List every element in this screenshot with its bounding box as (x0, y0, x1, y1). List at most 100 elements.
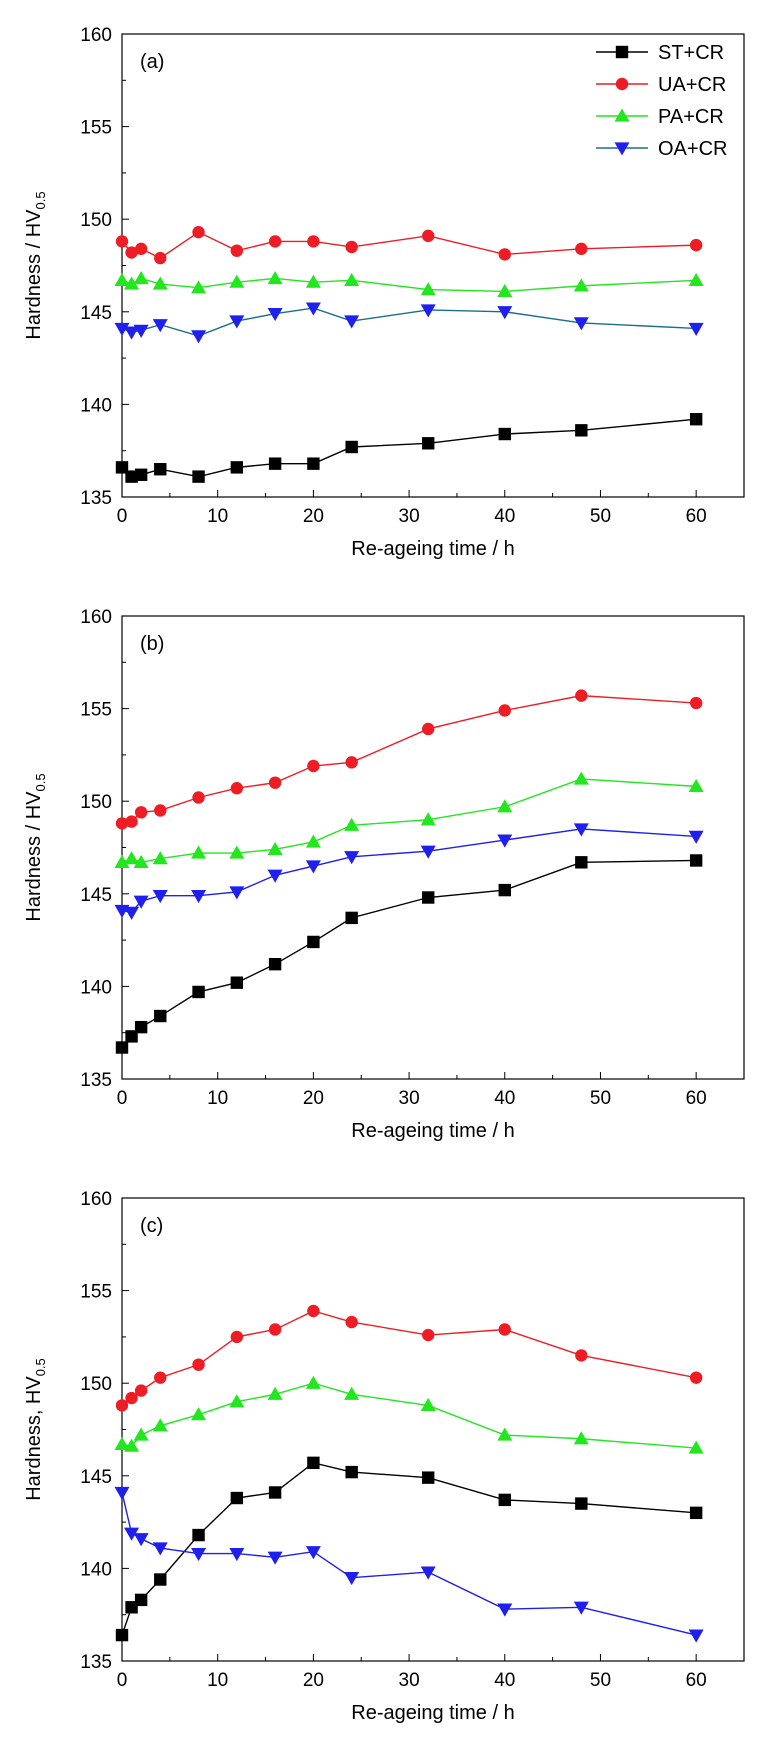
data-point (154, 1009, 167, 1023)
data-point (134, 1020, 148, 1034)
data-point (154, 463, 167, 476)
data-point (573, 278, 589, 292)
data-point (133, 270, 149, 285)
data-point (192, 985, 205, 999)
series-line (121, 231, 697, 259)
y-tick-label: 160 (80, 1189, 112, 1210)
data-point (497, 1427, 513, 1441)
series-ua-cr (115, 225, 703, 265)
data-point (307, 1456, 320, 1470)
legend-marker (614, 142, 630, 156)
data-point (345, 440, 358, 454)
series-line (121, 277, 697, 293)
y-tick-label: 155 (80, 700, 112, 721)
data-point (497, 1603, 513, 1617)
data-point (133, 1533, 149, 1547)
y-tick-label: 140 (80, 1559, 112, 1580)
data-point (152, 890, 168, 904)
series-st-cr (115, 1456, 703, 1642)
data-point (689, 238, 703, 252)
data-point (420, 304, 436, 318)
series-line (121, 1492, 697, 1636)
data-point (191, 1407, 207, 1421)
series-ua-cr (115, 1304, 703, 1412)
data-point (497, 283, 513, 298)
data-point (133, 324, 149, 338)
data-point (575, 424, 588, 437)
data-point (124, 851, 140, 865)
y-tick-label: 135 (80, 1652, 112, 1673)
data-point (345, 1315, 358, 1329)
x-tick-label: 10 (207, 1088, 228, 1109)
data-point (573, 823, 589, 837)
data-point (307, 235, 320, 248)
data-point (688, 778, 704, 793)
series-st-cr (115, 854, 703, 1054)
data-point (345, 1465, 358, 1479)
y-tick-label: 155 (80, 118, 112, 139)
data-point (152, 1418, 168, 1432)
x-axis-label: Re-ageing time / h (351, 1702, 514, 1724)
series-line (121, 307, 697, 337)
data-point (688, 1629, 704, 1643)
data-point (573, 1431, 589, 1445)
data-point (267, 1551, 283, 1565)
data-point (115, 461, 129, 474)
data-point (422, 891, 435, 904)
data-point (114, 1436, 130, 1450)
data-point (125, 246, 138, 259)
series-line (121, 859, 697, 1048)
data-point (575, 856, 588, 869)
data-point (125, 1601, 138, 1614)
y-tick-label: 150 (80, 1374, 112, 1395)
y-tick-label: 135 (80, 1070, 112, 1091)
data-point (422, 437, 435, 450)
legend-entry: PA+CR (658, 106, 724, 128)
data-point (154, 804, 167, 817)
x-tick-label: 30 (399, 1088, 420, 1109)
x-tick-label: 40 (494, 1088, 515, 1109)
data-point (229, 274, 245, 288)
panel-label: (b) (140, 633, 164, 655)
data-point (134, 1593, 148, 1607)
data-point (230, 461, 244, 474)
data-point (133, 854, 149, 868)
data-point (125, 470, 138, 483)
data-point (573, 771, 589, 785)
y-tick-label: 160 (80, 25, 112, 46)
x-tick-label: 0 (117, 1088, 128, 1109)
data-point (154, 1573, 167, 1586)
data-point (191, 330, 207, 344)
data-point (192, 1358, 205, 1371)
legend-entry: ST+CR (658, 42, 724, 64)
y-axis-label: Hardness, HV0.5 (23, 1358, 48, 1501)
y-tick-label: 135 (80, 488, 112, 509)
series-line (121, 828, 697, 914)
y-tick-label: 155 (80, 1282, 112, 1303)
x-axis-label: Re-ageing time / h (351, 538, 514, 560)
data-point (420, 282, 436, 296)
data-point (152, 319, 168, 333)
y-tick-label: 150 (80, 210, 112, 231)
data-point (422, 1471, 435, 1484)
data-point (498, 1323, 511, 1336)
data-point (229, 845, 245, 859)
data-point (344, 272, 360, 286)
data-point (344, 1572, 360, 1586)
data-point (192, 470, 205, 483)
data-point (688, 1440, 704, 1454)
series-line (121, 418, 697, 478)
data-point (230, 782, 244, 795)
data-point (575, 1497, 588, 1510)
data-point (125, 815, 138, 828)
data-point (344, 817, 360, 831)
series-pa-cr (114, 1375, 704, 1454)
data-point (345, 240, 358, 254)
series-st-cr (115, 413, 703, 483)
data-point (689, 413, 703, 426)
data-point (305, 834, 321, 848)
data-point (124, 1527, 140, 1541)
data-point (229, 886, 245, 900)
x-tick-label: 50 (590, 506, 611, 527)
